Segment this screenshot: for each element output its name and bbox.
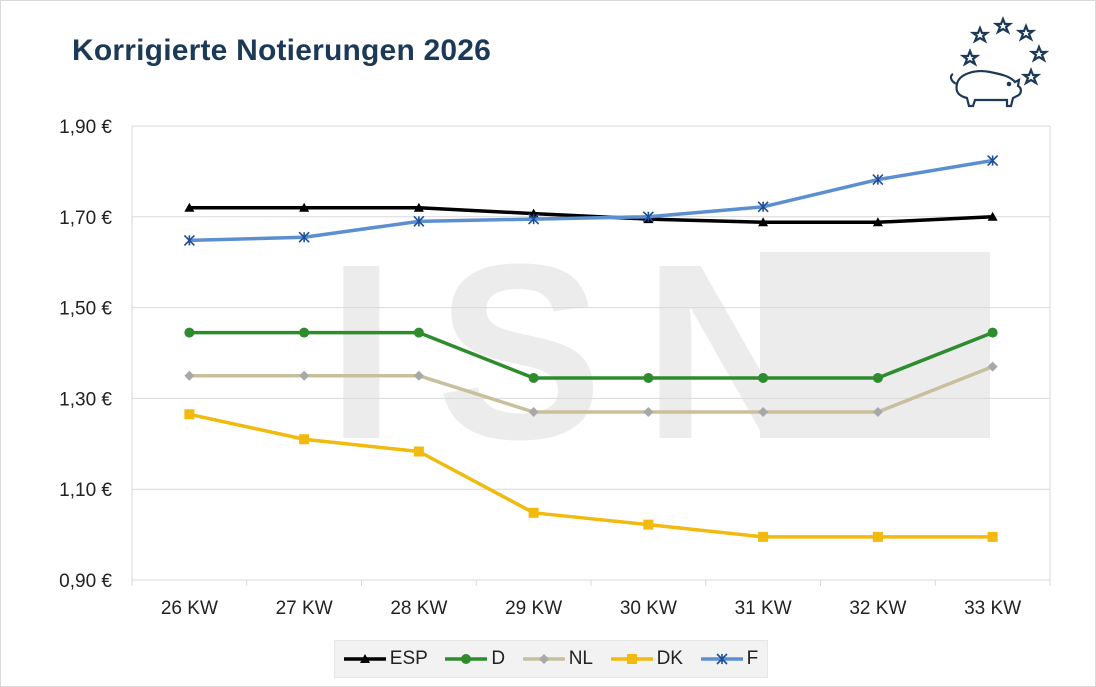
legend-swatch [522,654,565,664]
data-point [872,372,883,383]
data-point [528,372,539,383]
data-point [758,407,769,418]
data-point [299,370,310,381]
watermark-box [760,252,990,438]
legend-label: ESP [389,648,428,669]
x-tick-label: 31 KW [735,598,792,619]
watermark-text: ISN [327,212,864,491]
x-tick-label: 33 KW [964,598,1021,619]
data-point [987,327,998,338]
x-tick-label: 30 KW [620,598,677,619]
y-tick-label: 0,90 € [59,571,112,592]
data-point [528,507,539,518]
series-lines [183,154,999,542]
legend-swatch [445,654,488,664]
data-point [184,409,195,420]
data-point [643,407,654,418]
data-point [299,202,310,212]
x-tick-label: 28 KW [390,598,447,619]
series-nl [184,361,998,418]
series-dk [184,409,998,542]
data-point [872,407,883,418]
legend-label: NL [568,648,593,669]
legend-item-f: F [700,648,759,670]
data-point [872,531,883,542]
data-point [987,154,999,167]
series-line [189,330,994,380]
legend: ESP D NL DK F [334,640,768,678]
data-point [757,201,769,213]
y-tick-label: 1,50 € [59,299,112,320]
series-f [183,154,999,246]
data-point [413,446,424,457]
data-point [413,215,425,227]
data-point [758,372,769,383]
data-point [872,217,883,227]
data-point [987,531,998,542]
data-point [987,361,998,372]
pig-with-stars-icon [949,16,1050,108]
data-point [528,213,540,225]
data-point [184,370,195,381]
y-axis-tick-labels: 0,90 € 1,10 € 1,30 € 1,50 € 1,70 € 1,90 € [59,117,112,592]
data-point [987,211,998,221]
x-axis-tick-labels: 26 KW 27 KW 28 KW 29 KW 30 KW 31 KW 32 KW 33 KW [161,598,1021,619]
legend-swatch [610,654,653,664]
data-point [413,370,424,381]
data-point [643,519,654,530]
x-tick-label: 27 KW [276,598,333,619]
y-tick-label: 1,90 € [59,117,112,138]
data-point [528,407,539,418]
series-line [189,158,993,243]
data-point [872,174,884,186]
data-point [413,327,424,338]
y-tick-label: 1,70 € [59,208,112,229]
chart-title: Korrigierte Notierungen 2026 [72,34,492,67]
data-point [299,434,310,445]
legend-item-dk: DK [610,648,683,670]
y-tick-label: 1,10 € [59,480,112,501]
data-point [758,217,769,227]
data-point [528,208,539,218]
legend-label: F [746,648,759,669]
legend-swatch [700,653,743,665]
data-point [758,531,769,542]
data-point [642,211,654,223]
data-point [643,372,654,383]
legend-swatch [343,654,386,663]
legend-item-esp: ESP [343,648,428,670]
series-line [189,364,994,414]
legend-item-d: D [445,648,505,670]
series-d [184,327,998,383]
legend-label: D [491,648,506,669]
data-point [184,327,195,338]
legend-label: DK [656,648,683,669]
x-tick-label: 32 KW [849,598,906,619]
data-point [299,327,310,338]
data-point [298,231,310,243]
y-tick-label: 1,30 € [59,389,112,410]
x-tick-label: 29 KW [505,598,562,619]
series-line [189,412,993,539]
isn-watermark: ISN [327,212,990,491]
legend-item-nl: NL [522,648,593,670]
data-point [413,202,424,212]
data-point [184,202,195,212]
data-point [183,234,195,246]
x-tick-label: 26 KW [161,598,218,619]
